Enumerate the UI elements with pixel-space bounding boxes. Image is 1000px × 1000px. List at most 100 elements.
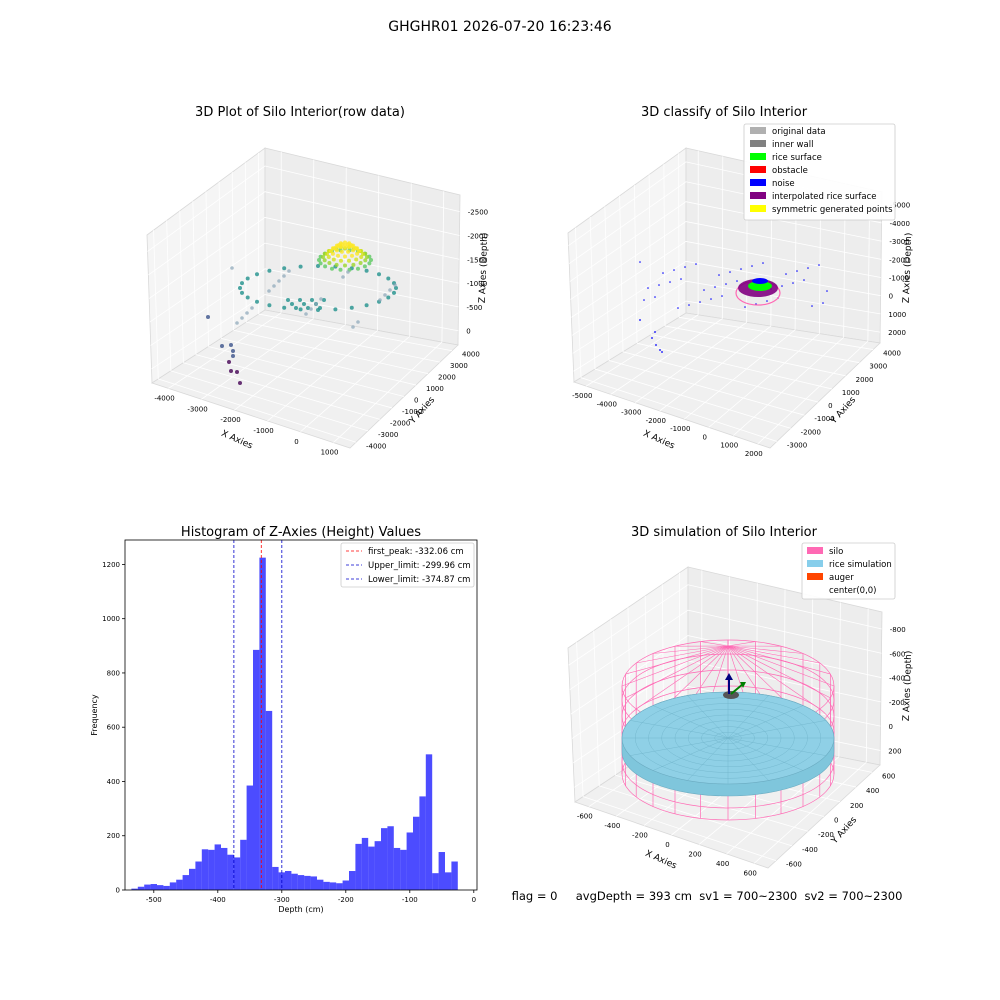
cls-grid-yv [633, 185, 638, 344]
raw-y-tick: 0 [414, 397, 418, 405]
histogram-bar [393, 847, 401, 890]
cls-x-tick: 0 [703, 433, 707, 441]
histogram-bar [189, 868, 196, 890]
sim-grid-z [568, 584, 882, 666]
raw-x-ticks: -4000 -3000 -2000 -1000 0 1000 [154, 394, 338, 456]
cls-z-tick: -3000 [889, 238, 909, 246]
raw-point [347, 241, 352, 246]
raw-point [309, 307, 313, 311]
raw-point [238, 286, 242, 290]
histogram-legend: first_peak: -332.06 cm Upper_limit: -299.… [340, 542, 475, 588]
histogram-y-tick-label: 1200 [102, 561, 120, 569]
raw-grid-yv [205, 191, 209, 347]
sim-y-tick: 0 [834, 817, 838, 825]
histogram-bar [361, 837, 369, 890]
classify-legend-label: original data [772, 127, 826, 137]
sim-x-tick: -200 [632, 832, 648, 840]
raw-point [267, 268, 272, 273]
histogram-x-tick-label: 0 [472, 896, 476, 904]
sim-x-tick: -400 [604, 822, 620, 830]
raw-point [346, 249, 351, 254]
sim-y-tick: 600 [882, 772, 895, 780]
raw-point [316, 264, 320, 268]
cls-y-tick: 0 [828, 402, 832, 410]
classify-noise-point [744, 306, 746, 308]
cls-grid-y [664, 325, 860, 364]
simulation-legend-label: auger [829, 573, 854, 583]
classify-legend-label: symmetric generated points [772, 205, 893, 215]
raw-grid-yv [244, 162, 247, 323]
histogram-bar [163, 885, 170, 890]
classify-noise-point [725, 283, 727, 285]
histogram-x-tick-label: -300 [274, 896, 290, 904]
classify-z-label: Z Axies (Depth) [902, 233, 914, 304]
sim-grid-y [582, 796, 777, 862]
cls-grid-z [570, 221, 882, 300]
raw-point [347, 244, 352, 249]
sim-z-tick: 0 [889, 723, 893, 731]
rice-simulation-surface [621, 691, 835, 797]
auger-arrow-green-head [740, 682, 746, 688]
cls-z-tick: -4000 [890, 220, 910, 228]
sim-grid-xv [865, 608, 869, 763]
raw-point [286, 298, 290, 302]
raw-point [367, 261, 372, 266]
classify-noise-point [710, 298, 712, 300]
histogram-bar [182, 875, 189, 890]
raw-point [330, 251, 335, 256]
histogram-x-ticks: -500 -400 -300 -200 -100 0 [146, 890, 476, 904]
classify-noise-point [654, 331, 656, 333]
cls-y-tick: 3000 [869, 363, 887, 371]
silo-roof-rib [652, 645, 729, 654]
histogram-bar [246, 785, 253, 890]
silo-roof-rib [727, 645, 820, 710]
histogram-bar [169, 882, 177, 890]
raw-point [343, 245, 347, 250]
classify-noise-point [781, 285, 783, 287]
raw-z-label: Z Axies (Depth) [478, 233, 490, 304]
histogram-bar [342, 880, 349, 890]
classify-noise-point [677, 307, 679, 309]
histogram-y-label: Frequency [90, 694, 99, 736]
raw-x-tick: -3000 [187, 405, 207, 413]
histogram-bar [137, 886, 145, 890]
classify-legend-frame [743, 123, 896, 221]
raw-point [298, 264, 303, 269]
raw-point [290, 302, 294, 306]
cls-grid-y [622, 351, 819, 403]
raw-point [231, 349, 235, 353]
sim-y-tick: 200 [850, 802, 863, 810]
histogram-x-label: Depth (cm) [278, 905, 323, 914]
raw-point [322, 298, 326, 302]
raw-point [351, 262, 356, 267]
raw-grid-yv [218, 181, 222, 339]
raw-grid-z [149, 242, 459, 323]
raw-point [287, 269, 291, 273]
classify-noise-point [654, 296, 656, 298]
cls-y-tick: 2000 [856, 376, 874, 384]
classify-noise-point [751, 265, 753, 267]
histogram-y-tick-label: 400 [107, 778, 120, 786]
classify-noise-point [661, 351, 663, 353]
histogram-x-tick-label: -200 [338, 896, 354, 904]
classify-z-ticks: 2000 1000 0 -1000 -2000 -3000 -4000 -5000 [888, 202, 910, 337]
histogram-x-tick-label: -500 [146, 896, 162, 904]
classify-noise-point [736, 280, 738, 282]
histogram-bar [208, 849, 215, 890]
histogram-bar [336, 883, 343, 890]
raw-point [327, 261, 332, 265]
raw-grid-y [258, 313, 453, 352]
simulation-title: 3D simulation of Silo Interior [631, 525, 818, 540]
histogram-y-tick-label: 200 [107, 832, 120, 840]
classify-noise-point [647, 287, 649, 289]
panel-simulation: 3D simulation of Silo Interior -600-400-… [567, 525, 914, 877]
sim-x-tick: 200 [688, 850, 701, 858]
classify-rice-surface [748, 281, 772, 291]
classify-noise-point [766, 300, 768, 302]
sim-z-tick: -800 [890, 626, 906, 634]
raw-point [386, 276, 391, 281]
classify-noise-point [796, 270, 798, 272]
raw-point [383, 293, 387, 297]
cls-z-tick: 2000 [888, 329, 906, 337]
raw-y-tick: 3000 [450, 362, 468, 370]
